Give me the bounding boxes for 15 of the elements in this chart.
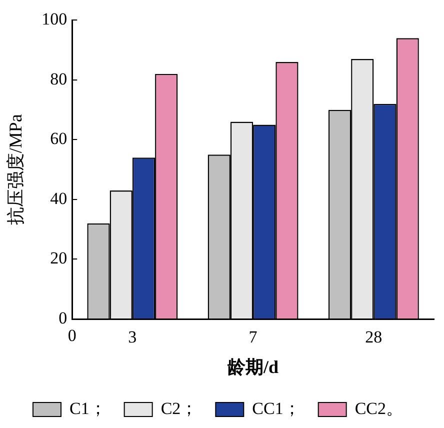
y-axis-title: 抗压强度/MPa (6, 114, 26, 226)
y-tick-label: 20 (50, 248, 68, 268)
legend-label: C1； (69, 398, 106, 418)
x-tick-label: 7 (248, 328, 258, 347)
y-tick-label: 0 (58, 308, 68, 328)
legend-label: CC1； (252, 398, 300, 418)
legend-label: C2； (160, 398, 198, 418)
x-tick-label: 3 (128, 328, 137, 347)
x-axis-title: 龄期/d (228, 356, 279, 377)
y-tick-label: 100 (42, 10, 68, 29)
y-tick-label: 80 (50, 69, 68, 88)
y-tick-label: 60 (50, 129, 68, 148)
y-tick-label: 40 (50, 188, 68, 208)
x-tick-label: 28 (365, 328, 382, 347)
legend-label: CC2。 (354, 398, 404, 418)
